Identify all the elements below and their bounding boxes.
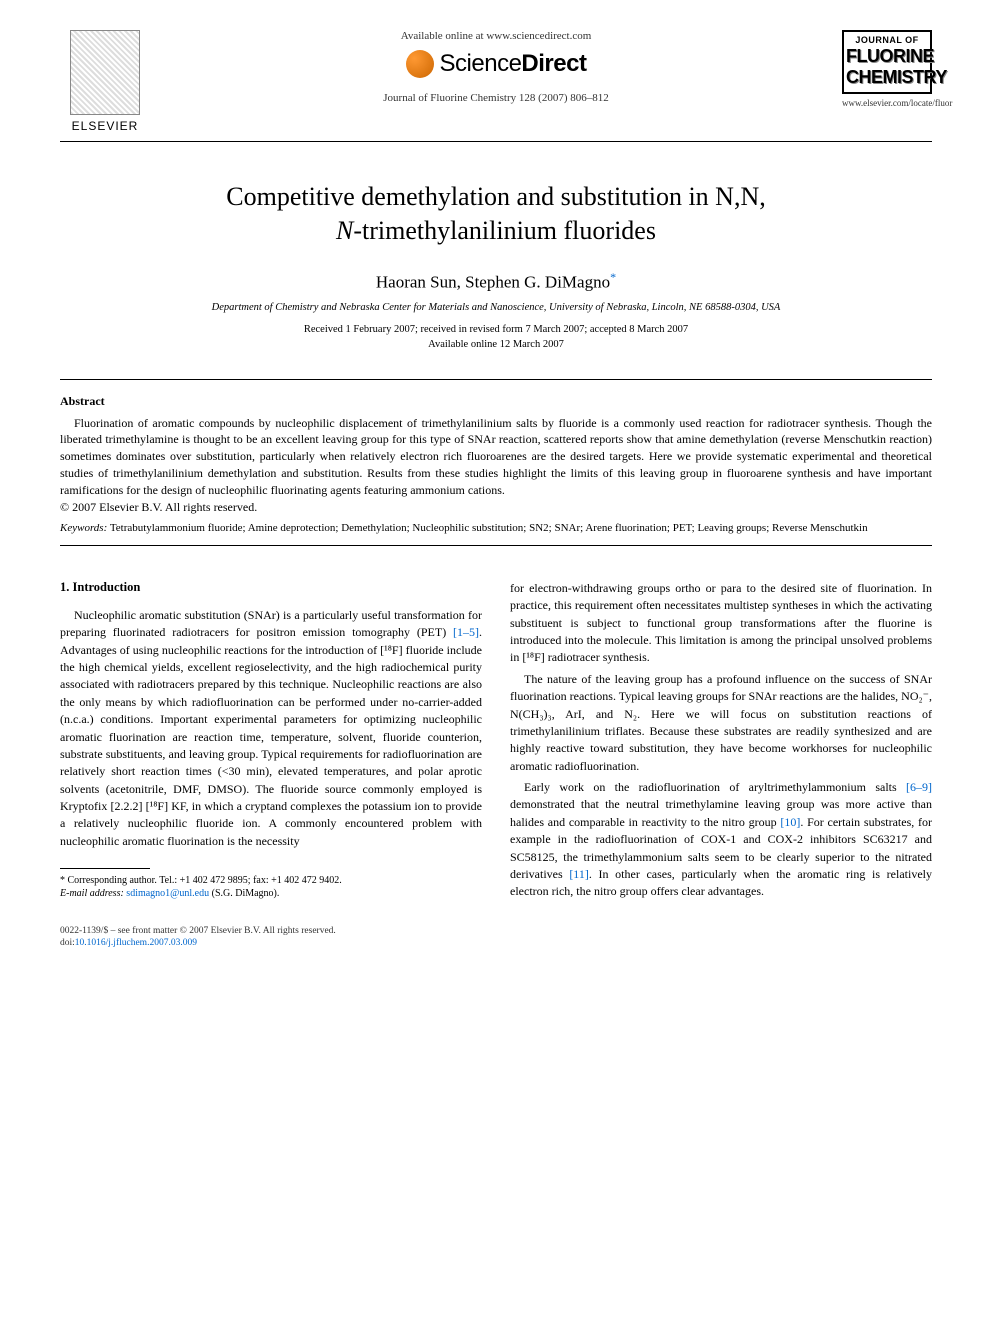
footnote-corr: * Corresponding author. Tel.: +1 402 472… bbox=[60, 874, 482, 887]
sd-light: Science bbox=[440, 50, 522, 77]
intro-para-3: Early work on the radiofluorination of a… bbox=[510, 779, 932, 901]
elsevier-tree-icon bbox=[70, 30, 140, 115]
journal-cover-block: JOURNAL OF FLUORINE CHEMISTRY www.elsevi… bbox=[842, 30, 932, 108]
sciencedirect-swirl-icon bbox=[406, 50, 434, 78]
column-left: 1. Introduction Nucleophilic aromatic su… bbox=[60, 580, 482, 905]
publisher-name: ELSEVIER bbox=[72, 119, 139, 133]
ref-6-9[interactable]: [6–9] bbox=[906, 780, 932, 794]
email-label: E-mail address: bbox=[60, 888, 124, 899]
keywords-text: Tetrabutylammonium fluoride; Amine depro… bbox=[107, 522, 867, 534]
intro-para-1: Nucleophilic aromatic substitution (SNAr… bbox=[60, 607, 482, 850]
corresponding-email[interactable]: sdimagno1@unl.edu bbox=[126, 888, 209, 899]
footer-line1: 0022-1139/$ – see front matter © 2007 El… bbox=[60, 925, 932, 937]
affiliation: Department of Chemistry and Nebraska Cen… bbox=[60, 302, 932, 313]
intro-para-1-cont: for electron-withdrawing groups ortho or… bbox=[510, 580, 932, 667]
abstract-top-rule bbox=[60, 379, 932, 380]
abstract-text: Fluorination of aromatic compounds by nu… bbox=[60, 415, 932, 499]
available-online-line: Available online at www.sciencedirect.co… bbox=[170, 30, 822, 42]
email-paren: (S.G. DiMagno). bbox=[209, 888, 279, 899]
authors-text: Haoran Sun, Stephen G. DiMagno bbox=[376, 272, 610, 291]
abstract-body: Fluorination of aromatic compounds by nu… bbox=[60, 415, 932, 516]
dates-line1: Received 1 February 2007; received in re… bbox=[304, 324, 688, 335]
page-header: ELSEVIER Available online at www.science… bbox=[60, 30, 932, 133]
article-title: Competitive demethylation and substituti… bbox=[60, 180, 932, 248]
abstract-copyright: © 2007 Elsevier B.V. All rights reserved… bbox=[60, 500, 257, 514]
ref-10[interactable]: [10] bbox=[780, 815, 800, 829]
sciencedirect-logo: ScienceDirect bbox=[170, 50, 822, 78]
footer-doi-line: doi:10.1016/j.jfluchem.2007.03.009 bbox=[60, 937, 932, 949]
section-1-heading: 1. Introduction bbox=[60, 580, 482, 595]
abstract-heading: Abstract bbox=[60, 394, 932, 409]
sciencedirect-wordmark: ScienceDirect bbox=[440, 50, 587, 78]
corresponding-star-icon: * bbox=[610, 270, 616, 284]
cover-line2: FLUORINE bbox=[846, 46, 928, 67]
keywords-block: Keywords: Tetrabutylammonium fluoride; A… bbox=[60, 521, 932, 536]
publisher-logo-block: ELSEVIER bbox=[60, 30, 150, 133]
footer-block: 0022-1139/$ – see front matter © 2007 El… bbox=[60, 925, 932, 950]
cover-line3: CHEMISTRY bbox=[846, 67, 928, 88]
footnote-separator bbox=[60, 868, 150, 869]
locate-url: www.elsevier.com/locate/fluor bbox=[842, 98, 932, 108]
header-rule bbox=[60, 141, 932, 142]
ref-1-5[interactable]: [1–5] bbox=[453, 625, 479, 639]
keywords-label: Keywords: bbox=[60, 522, 107, 534]
cover-line1: JOURNAL OF bbox=[846, 36, 928, 46]
journal-cover-box: JOURNAL OF FLUORINE CHEMISTRY bbox=[842, 30, 932, 94]
footnote-email-line: E-mail address: sdimagno1@unl.edu (S.G. … bbox=[60, 887, 482, 900]
column-right: for electron-withdrawing groups ortho or… bbox=[510, 580, 932, 905]
dates-line2: Available online 12 March 2007 bbox=[428, 339, 564, 350]
corresponding-footnote: * Corresponding author. Tel.: +1 402 472… bbox=[60, 874, 482, 900]
author-list: Haoran Sun, Stephen G. DiMagno* bbox=[60, 270, 932, 293]
article-dates: Received 1 February 2007; received in re… bbox=[60, 323, 932, 352]
ref-11[interactable]: [11] bbox=[569, 867, 589, 881]
sd-bold: Direct bbox=[521, 50, 586, 77]
title-line1: Competitive demethylation and substituti… bbox=[226, 182, 765, 211]
title-line2: N-trimethylanilinium fluorides bbox=[336, 216, 656, 245]
intro-para-2: The nature of the leaving group has a pr… bbox=[510, 671, 932, 775]
doi-label: doi: bbox=[60, 938, 75, 948]
body-columns: 1. Introduction Nucleophilic aromatic su… bbox=[60, 580, 932, 905]
doi-link[interactable]: 10.1016/j.jfluchem.2007.03.009 bbox=[75, 938, 197, 948]
journal-reference: Journal of Fluorine Chemistry 128 (2007)… bbox=[170, 92, 822, 104]
header-center: Available online at www.sciencedirect.co… bbox=[150, 30, 842, 104]
abstract-bottom-rule bbox=[60, 545, 932, 546]
